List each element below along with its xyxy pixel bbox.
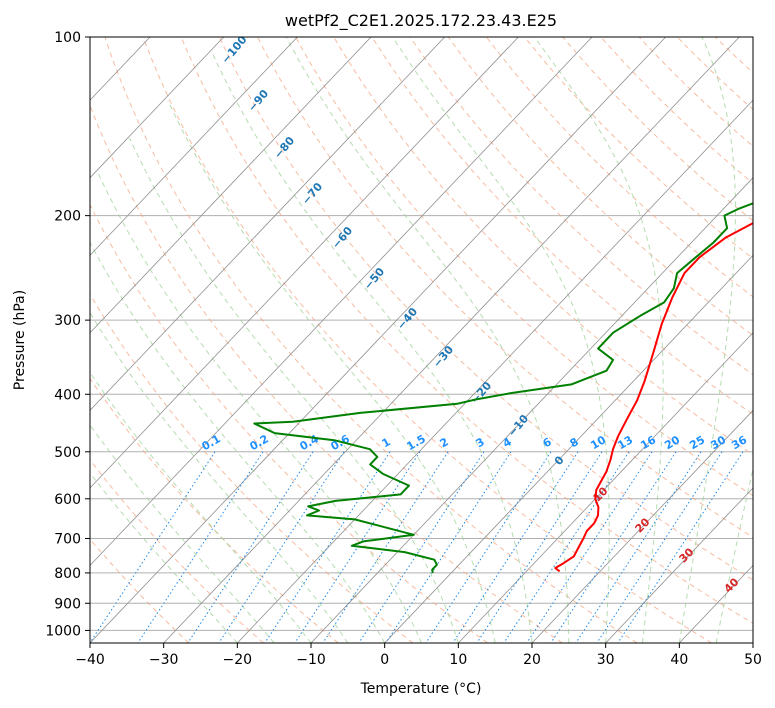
dry-adiabat-line bbox=[447, 37, 753, 337]
y-tick-label: 600 bbox=[54, 492, 81, 508]
dry-adiabat-line bbox=[90, 203, 488, 643]
moist-adiabat-line bbox=[392, 37, 610, 643]
x-tick-label: −20 bbox=[223, 652, 253, 668]
y-tick-label: 1000 bbox=[45, 623, 81, 639]
y-tick-label: 100 bbox=[54, 30, 81, 46]
dry-adiabat-line bbox=[562, 37, 753, 222]
x-tick-label: 30 bbox=[597, 652, 615, 668]
x-axis: −40 −30 −20 −10 0 10 20 30 40 50 bbox=[75, 643, 762, 668]
moist-adiabat-line bbox=[167, 100, 496, 643]
y-axis-title: Pressure (hPa) bbox=[12, 290, 28, 390]
x-axis-title: Temperature (°C) bbox=[360, 681, 482, 697]
x-tick-label: −10 bbox=[296, 652, 326, 668]
x-tick-label: −30 bbox=[149, 652, 179, 668]
dewpoint-profile bbox=[253, 202, 753, 574]
dry-adiabat-line bbox=[180, 37, 753, 624]
dry-adiabat-line bbox=[90, 293, 414, 643]
isotherm-line bbox=[90, 37, 372, 334]
isotherm-line bbox=[90, 37, 445, 411]
dry-adiabat-line bbox=[90, 458, 264, 643]
profile-lines bbox=[253, 202, 753, 574]
isotherm-line bbox=[90, 37, 298, 256]
y-tick-label: 800 bbox=[54, 566, 81, 582]
moist-adiabat-line bbox=[90, 311, 349, 643]
isotherm-line bbox=[90, 37, 593, 567]
moist-adiabat-line bbox=[90, 371, 312, 643]
x-tick-label: 0 bbox=[380, 652, 389, 668]
y-tick-label: 300 bbox=[54, 313, 81, 329]
moist-adiabat-line bbox=[90, 472, 238, 643]
x-tick-label: −40 bbox=[75, 652, 105, 668]
dry-adiabat-line bbox=[257, 37, 753, 539]
y-tick-label: 700 bbox=[54, 532, 81, 548]
dry-adiabat-line bbox=[142, 37, 712, 643]
isotherm-line bbox=[310, 177, 753, 643]
dry-adiabat-line bbox=[638, 37, 753, 147]
isotherm-line bbox=[90, 37, 666, 643]
dry-adiabat-line bbox=[524, 37, 753, 260]
x-tick-label: 10 bbox=[449, 652, 467, 668]
dry-adiabat-line bbox=[218, 37, 753, 581]
isotherm-line bbox=[90, 37, 519, 489]
plot-frame bbox=[89, 36, 754, 644]
x-tick-label: 40 bbox=[670, 652, 688, 668]
moist-adiabat-line bbox=[533, 37, 664, 643]
y-axis: 100 200 300 400 500 600 700 800 900 1000 bbox=[45, 30, 90, 639]
isotherm-line bbox=[458, 332, 753, 643]
y-tick-label: 500 bbox=[54, 445, 81, 461]
isotherm-line bbox=[237, 99, 753, 643]
moist-adiabat-line bbox=[678, 37, 736, 643]
dry-adiabat-line bbox=[409, 37, 753, 376]
dry-adiabat-line bbox=[333, 37, 753, 456]
isotherm-line bbox=[605, 487, 753, 643]
x-tick-label: 20 bbox=[523, 652, 541, 668]
dry-adiabat-line bbox=[90, 104, 563, 643]
x-tick-label: 50 bbox=[744, 652, 762, 668]
dry-adiabat-line bbox=[371, 37, 753, 415]
moist-adiabat-line bbox=[90, 424, 275, 643]
isotherm-line bbox=[384, 254, 753, 643]
background-lines bbox=[90, 37, 753, 643]
y-tick-label: 900 bbox=[54, 596, 81, 612]
y-tick-label: 400 bbox=[54, 387, 81, 403]
temperature-profile bbox=[554, 221, 753, 573]
moist-adiabat-line bbox=[96, 170, 422, 643]
dry-adiabat-line bbox=[600, 37, 753, 185]
moist-adiabat-line bbox=[129, 137, 459, 643]
chart-title: wetPf2_C2E1.2025.172.23.43.E25 bbox=[285, 11, 557, 31]
isotherm-line bbox=[531, 409, 753, 643]
isotherm-line bbox=[90, 37, 224, 179]
isotherm-line bbox=[163, 37, 740, 643]
moist-adiabat-line bbox=[285, 37, 570, 643]
y-tick-label: 200 bbox=[54, 209, 81, 225]
dry-adiabat-line bbox=[104, 37, 638, 643]
